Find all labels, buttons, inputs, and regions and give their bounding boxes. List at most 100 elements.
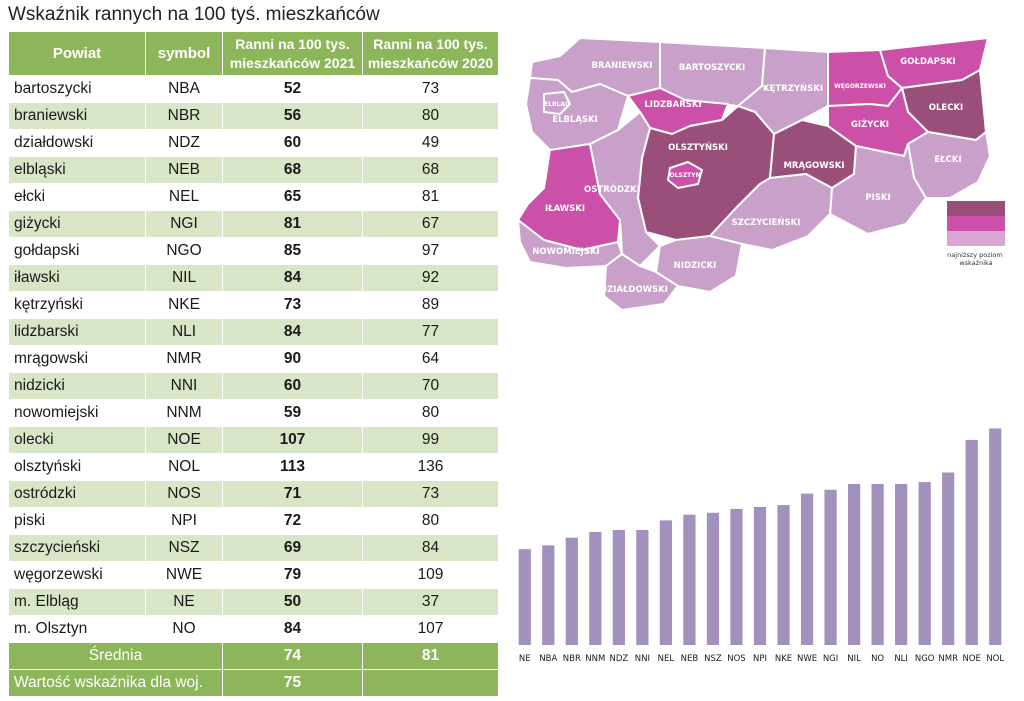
voivodeship-row: Wartość wskaźnika dla woj. 75: [8, 669, 499, 697]
data-table: Powiat symbol Ranni na 100 tys. mieszkańc…: [8, 31, 499, 697]
cell-powiat: nidzicki: [8, 372, 146, 400]
cell-powiat: ostródzki: [8, 480, 146, 508]
tick-label-nos: NOS: [727, 654, 745, 664]
label-elblag: ELBLĄG: [544, 101, 570, 108]
tick-label-ndz: NDZ: [609, 654, 628, 664]
cell-symbol: NMR: [145, 345, 223, 373]
tick-label-noe: NOE: [962, 654, 980, 664]
cell-2020: 97: [362, 237, 499, 265]
header-2020-line2: mieszkańców 2020: [367, 54, 494, 71]
cell-2020: 73: [362, 480, 499, 508]
cell-symbol: NO: [145, 615, 223, 643]
label-gizycki: GIŻYCKI: [851, 119, 889, 130]
table-row: węgorzewski NWE 79 109: [8, 561, 499, 589]
tick-label-nmr: NMR: [938, 654, 958, 664]
table-row: nidzicki NNI 60 70: [8, 372, 499, 400]
label-ilawski: IŁAWSKI: [545, 204, 585, 214]
cell-2020: 107: [362, 615, 499, 643]
cell-symbol: NNM: [145, 399, 223, 427]
cell-2020: 92: [362, 264, 499, 292]
cell-2021: 68: [222, 156, 363, 184]
cell-powiat: kętrzyński: [8, 291, 146, 319]
tick-label-nil: NIL: [847, 654, 861, 664]
header-symbol: symbol: [145, 31, 223, 76]
cell-symbol: NSZ: [145, 534, 223, 562]
cell-2020: 136: [362, 453, 499, 481]
cell-2020: 49: [362, 129, 499, 157]
voivodeship-2021: 75: [222, 669, 363, 697]
table-row: działdowski NDZ 60 49: [8, 129, 499, 157]
header-2021-line2: mieszkańców 2021: [229, 54, 356, 71]
cell-2021: 107: [222, 426, 363, 454]
tick-label-nnm: NNM: [585, 654, 605, 664]
bar-noe: [965, 439, 978, 645]
tick-label-nsz: NSZ: [704, 654, 722, 664]
tick-label-nbr: NBR: [563, 654, 581, 664]
region-elblag: [543, 91, 571, 115]
cell-2021: 73: [222, 291, 363, 319]
cell-powiat: węgorzewski: [8, 561, 146, 589]
cell-powiat: ełcki: [8, 183, 146, 211]
region-dzialdowski: [603, 253, 679, 311]
cell-powiat: lidzbarski: [8, 318, 146, 346]
tick-label-nke: NKE: [775, 654, 792, 664]
table-row: lidzbarski NLI 84 77: [8, 318, 499, 346]
cell-symbol: NOS: [145, 480, 223, 508]
table-row: bartoszycki NBA 52 73: [8, 75, 499, 103]
cell-2021: 90: [222, 345, 363, 373]
legend-caption: najniższy poziom wskaźnika: [947, 251, 1005, 267]
cell-powiat: działdowski: [8, 129, 146, 157]
cell-2021: 52: [222, 75, 363, 103]
cell-powiat: bartoszycki: [8, 75, 146, 103]
cell-symbol: NKE: [145, 291, 223, 319]
table-row: braniewski NBR 56 80: [8, 102, 499, 130]
cell-2021: 50: [222, 588, 363, 616]
cell-powiat: giżycki: [8, 210, 146, 238]
tick-label-no: NO: [871, 654, 884, 664]
tick-label-nba: NBA: [539, 654, 557, 664]
cell-2020: 99: [362, 426, 499, 454]
table-row: ełcki NEL 65 81: [8, 183, 499, 211]
label-szczycienski: SZCZYCIEŃSKI: [732, 216, 801, 228]
table-row: elbląski NEB 68 68: [8, 156, 499, 184]
cell-powiat: gołdapski: [8, 237, 146, 265]
county-map: BRANIEWSKI BARTOSZYCKI KĘTRZYŃSKI WĘGORZ…: [517, 37, 1005, 311]
cell-powiat: piski: [8, 507, 146, 535]
cell-2020: 73: [362, 75, 499, 103]
tick-label-npi: NPI: [753, 654, 767, 664]
cell-2021: 85: [222, 237, 363, 265]
bar-nnm: [589, 531, 602, 645]
average-2021: 74: [222, 642, 363, 670]
cell-2020: 68: [362, 156, 499, 184]
cell-powiat: m. Olsztyn: [8, 615, 146, 643]
table-row: nowomiejski NNM 59 80: [8, 399, 499, 427]
label-dzialdowski: DZIAŁDOWSKI: [600, 285, 668, 295]
legend-swatch-1: [947, 201, 1005, 216]
label-bartoszycki: BARTOSZYCKI: [679, 63, 745, 73]
table-row: piski NPI 72 80: [8, 507, 499, 535]
table-row: ostródzki NOS 71 73: [8, 480, 499, 508]
cell-2020: 70: [362, 372, 499, 400]
cell-2021: 84: [222, 615, 363, 643]
bar-nel: [659, 520, 673, 645]
cell-powiat: szczycieński: [8, 534, 146, 562]
cell-2021: 72: [222, 507, 363, 535]
legend-swatch-2: [947, 216, 1005, 231]
label-nowomiejski: NOWOMIEJSKI: [532, 247, 599, 257]
table-row: olecki NOE 107 99: [8, 426, 499, 454]
label-goldapski: GOŁDAPSKI: [900, 57, 955, 67]
bar-nwe: [800, 493, 814, 645]
cell-symbol: NOL: [145, 453, 223, 481]
tick-label-nel: NEL: [658, 654, 675, 664]
cell-symbol: NGO: [145, 237, 223, 265]
cell-2020: 80: [362, 399, 499, 427]
bar-npi: [753, 507, 767, 645]
legend-swatch-3: [947, 231, 1005, 246]
label-olecki: OLECKI: [929, 103, 963, 113]
label-braniewski: BRANIEWSKI: [592, 61, 653, 71]
header-2020: Ranni na 100 tys. mieszkańców 2020: [362, 31, 499, 76]
bar-nil: [847, 484, 861, 645]
header-2021: Ranni na 100 tys. mieszkańców 2021: [222, 31, 363, 76]
cell-powiat: m. Elbląg: [8, 588, 146, 616]
cell-2020: 84: [362, 534, 499, 562]
